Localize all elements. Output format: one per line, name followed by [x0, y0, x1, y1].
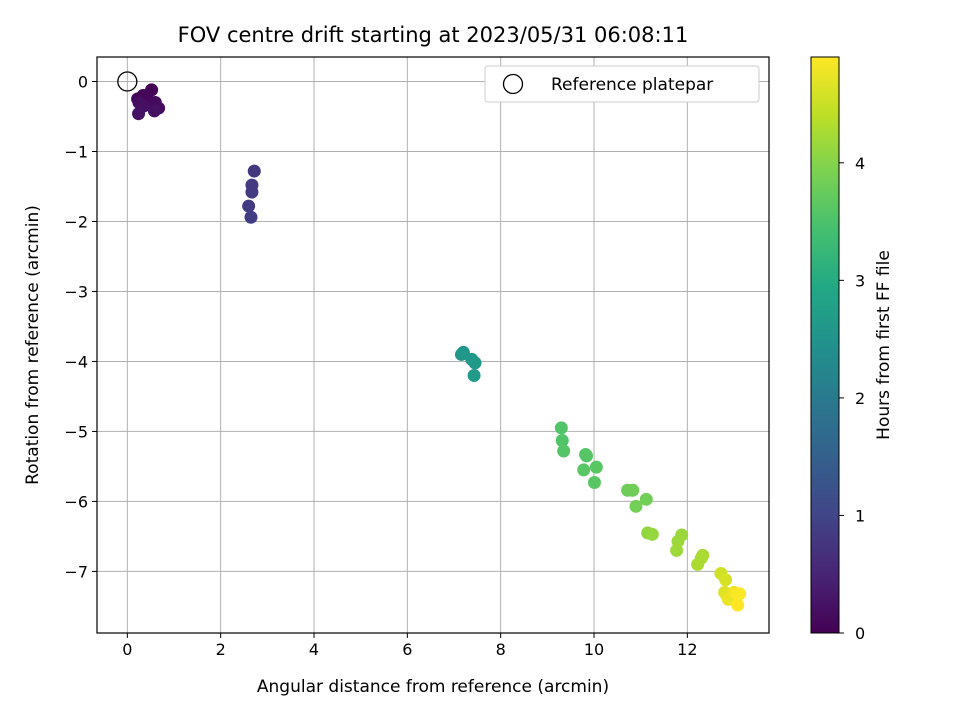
data-point: [454, 347, 468, 361]
y-tick-label: −7: [64, 562, 88, 581]
legend-label: Reference platepar: [551, 75, 713, 95]
data-point: [639, 492, 653, 506]
colorbar-tick-label: 0: [855, 624, 865, 643]
plot-frame: [96, 56, 770, 634]
points-layer: [117, 71, 747, 612]
legend-marker: [502, 73, 524, 95]
data-point: [242, 199, 256, 213]
colorbar-tick-label: 2: [855, 389, 865, 408]
colorbar-label: Hours from first FF file: [874, 250, 894, 440]
y-tick-label: −1: [64, 142, 88, 161]
y-tick-label: −6: [64, 492, 88, 511]
reference-marker: [117, 71, 138, 92]
data-point: [629, 499, 643, 513]
x-tick-label: 4: [309, 640, 319, 659]
y-tick-label: −3: [64, 282, 88, 301]
legend-box: [484, 65, 760, 103]
x-tick-label: 12: [677, 640, 697, 659]
chart-title: FOV centre drift starting at 2023/05/31 …: [178, 23, 689, 47]
colorbar-tick-label: 4: [855, 154, 865, 173]
colorbar-tick-label: 1: [855, 506, 865, 525]
data-point: [147, 104, 161, 118]
data-point: [580, 449, 594, 463]
y-tick-label: −2: [64, 212, 88, 231]
data-point: [731, 598, 745, 612]
data-point: [132, 107, 146, 121]
x-tick-label: 10: [584, 640, 604, 659]
ticks-layer: 0 2 4 6 8 10 12 0 −1 −2 −3 −4 −5 −6 −7: [64, 72, 697, 659]
x-tick-label: 2: [216, 640, 226, 659]
data-point: [247, 164, 261, 178]
data-point: [733, 587, 747, 601]
data-point: [557, 444, 571, 458]
data-point: [244, 210, 258, 224]
data-point: [626, 483, 640, 497]
colorbar: [810, 56, 840, 634]
y-axis-label: Rotation from reference (arcmin): [23, 205, 43, 485]
data-point: [467, 368, 481, 382]
data-point: [691, 557, 705, 571]
x-tick-label: 6: [402, 640, 412, 659]
data-point: [554, 421, 568, 435]
colorbar-tick-label: 3: [855, 271, 865, 290]
y-tick-label: 0: [78, 72, 88, 91]
x-tick-label: 8: [496, 640, 506, 659]
x-axis-label: Angular distance from reference (arcmin): [257, 677, 609, 697]
data-point: [245, 185, 259, 199]
x-tick-label: 0: [122, 640, 132, 659]
data-point: [589, 460, 603, 474]
data-point: [670, 543, 684, 557]
y-tick-label: −5: [64, 422, 88, 441]
data-point: [587, 476, 601, 490]
colorbar-ticks-layer: 0 1 2 3 4: [839, 154, 865, 643]
data-point: [645, 527, 659, 541]
data-point: [577, 463, 591, 477]
y-tick-label: −4: [64, 352, 88, 371]
data-point: [468, 356, 482, 370]
grid-layer: [97, 57, 769, 633]
data-point: [719, 573, 733, 587]
legend: Reference platepar: [484, 65, 760, 103]
data-point: [555, 434, 569, 448]
